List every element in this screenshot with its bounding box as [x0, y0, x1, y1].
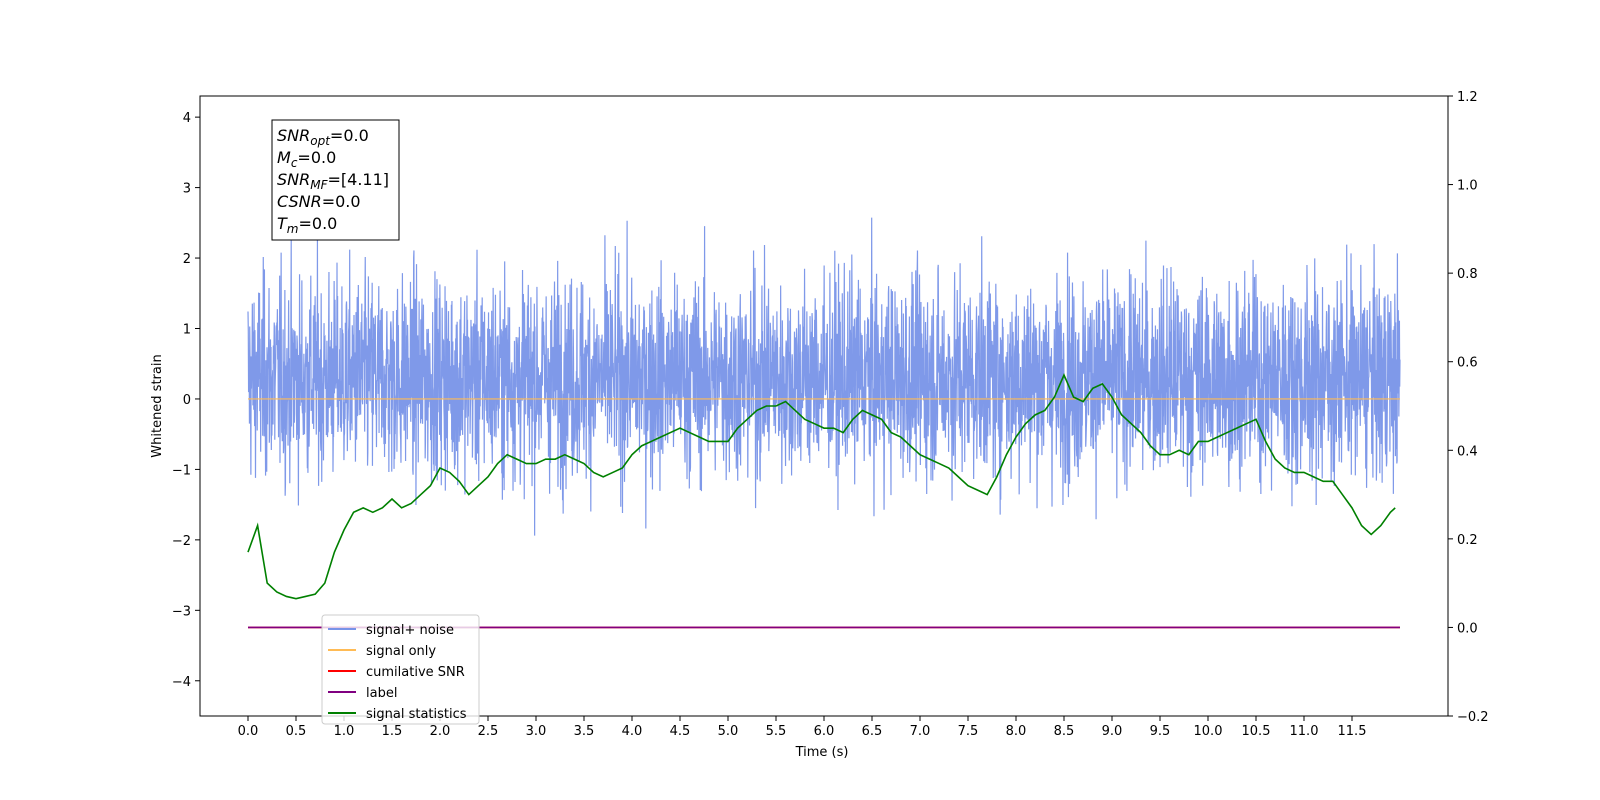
x-tick-label: 5.0 [718, 724, 739, 739]
annotation-line: SNRopt=0.0 [277, 126, 369, 148]
x-axis: 0.0 0.5 1.0 1.5 2.0 2.5 3.0 3.5 4.0 4.5 5.0 5.5 6.0 6… [238, 716, 1367, 739]
y-axis-label: Whitened strain [150, 354, 165, 457]
x-axis-label: Time (s) [795, 745, 849, 760]
y2-tick-label: −0.2 [1457, 710, 1489, 725]
y2-tick-label: 1.2 [1457, 90, 1478, 105]
y-axis-right: 1.2 1.0 0.8 0.6 0.4 0.2 0.0 −0.2 [1448, 90, 1489, 725]
legend-label: cumilative SNR [366, 665, 465, 680]
y2-tick-label: 0.8 [1457, 267, 1478, 282]
y-tick-label: −3 [172, 604, 191, 619]
legend-label: signal only [366, 644, 436, 659]
x-tick-label: 6.0 [814, 724, 835, 739]
y-axis-left: 4 3 2 1 0 −1 −2 −3 −4 [172, 111, 200, 690]
annotation-line: Mc=0.0 [277, 148, 336, 170]
y-tick-label: 4 [183, 111, 191, 126]
x-tick-label: 8.5 [1054, 724, 1075, 739]
x-tick-label: 1.5 [382, 724, 403, 739]
y-tick-label: −1 [172, 463, 191, 478]
x-tick-label: 11.0 [1290, 724, 1319, 739]
y2-tick-label: 0.0 [1457, 621, 1478, 636]
x-tick-label: 6.5 [862, 724, 883, 739]
legend-label: label [366, 686, 397, 701]
series-signal-noise-line [247, 217, 1401, 536]
x-tick-label: 4.0 [622, 724, 643, 739]
x-tick-label: 7.0 [910, 724, 931, 739]
x-tick-label: 0.0 [238, 724, 259, 739]
y-tick-label: 3 [183, 182, 191, 197]
annotation-line: Tm=0.0 [277, 214, 337, 236]
legend-label: signal statistics [366, 707, 467, 722]
x-tick-label: 9.5 [1150, 724, 1171, 739]
x-tick-label: 0.5 [286, 724, 307, 739]
y-tick-label: 2 [183, 252, 191, 267]
y-tick-label: −4 [172, 675, 191, 690]
y-tick-label: −2 [172, 534, 191, 549]
x-tick-label: 11.5 [1338, 724, 1367, 739]
x-tick-label: 10.5 [1242, 724, 1271, 739]
y2-tick-label: 0.6 [1457, 356, 1478, 371]
y2-tick-label: 0.2 [1457, 533, 1478, 548]
y-tick-label: 0 [183, 393, 191, 408]
x-tick-label: 10.0 [1194, 724, 1223, 739]
annotation-line: SNRMF=[4.11] [277, 170, 389, 192]
x-tick-label: 8.0 [1006, 724, 1027, 739]
annotation-line: CSNR=0.0 [277, 192, 361, 211]
x-tick-label: 2.0 [430, 724, 451, 739]
x-tick-label: 3.0 [526, 724, 547, 739]
legend-label: signal+ noise [366, 623, 454, 638]
x-tick-label: 3.5 [574, 724, 595, 739]
x-tick-label: 1.0 [334, 724, 355, 739]
legend: signal+ noise signal only cumilative SNR la… [321, 614, 480, 725]
y-tick-label: 1 [183, 323, 191, 338]
x-tick-label: 2.5 [478, 724, 499, 739]
y2-tick-label: 0.4 [1457, 444, 1478, 459]
y2-tick-label: 1.0 [1457, 179, 1478, 194]
x-tick-label: 9.0 [1102, 724, 1123, 739]
x-tick-label: 5.5 [766, 724, 787, 739]
series-line-4 [247, 372, 1396, 600]
x-tick-label: 4.5 [670, 724, 691, 739]
x-tick-label: 7.5 [958, 724, 979, 739]
